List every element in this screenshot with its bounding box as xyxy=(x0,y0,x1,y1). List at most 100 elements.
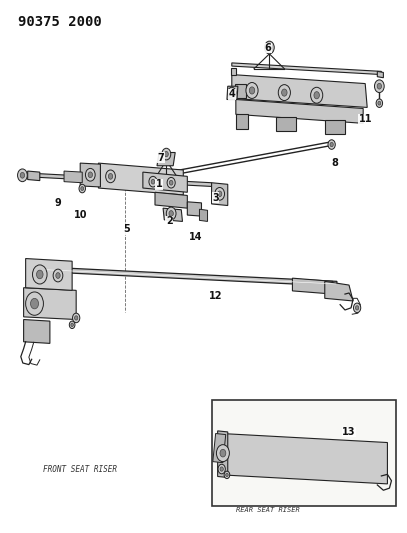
Text: 4: 4 xyxy=(228,89,235,99)
Polygon shape xyxy=(199,209,208,221)
Circle shape xyxy=(230,90,234,95)
Circle shape xyxy=(37,270,43,279)
Circle shape xyxy=(265,41,274,54)
Circle shape xyxy=(26,292,44,316)
Polygon shape xyxy=(34,266,337,286)
Polygon shape xyxy=(222,433,387,484)
Polygon shape xyxy=(292,278,333,294)
Circle shape xyxy=(33,265,47,284)
Polygon shape xyxy=(231,68,236,75)
Circle shape xyxy=(88,172,92,177)
Polygon shape xyxy=(155,192,187,208)
Circle shape xyxy=(71,323,73,327)
Polygon shape xyxy=(213,433,226,463)
Text: 3: 3 xyxy=(212,192,219,203)
Polygon shape xyxy=(163,208,182,221)
Text: 1: 1 xyxy=(155,179,162,189)
Circle shape xyxy=(282,89,287,96)
Circle shape xyxy=(151,179,155,184)
Polygon shape xyxy=(98,163,183,195)
Polygon shape xyxy=(232,63,381,75)
Circle shape xyxy=(246,83,258,99)
Circle shape xyxy=(249,87,255,94)
Circle shape xyxy=(225,473,228,477)
Text: 8: 8 xyxy=(331,158,338,168)
Text: 2: 2 xyxy=(166,216,173,227)
Bar xyxy=(212,400,396,506)
Circle shape xyxy=(355,306,359,310)
Polygon shape xyxy=(377,71,383,78)
Circle shape xyxy=(108,174,113,179)
Circle shape xyxy=(74,316,78,320)
Circle shape xyxy=(377,83,381,89)
Text: 12: 12 xyxy=(209,290,222,301)
Polygon shape xyxy=(212,183,228,206)
Text: REAR SEAT RISER: REAR SEAT RISER xyxy=(236,507,300,513)
Text: 9: 9 xyxy=(55,198,61,208)
Polygon shape xyxy=(24,319,50,343)
Circle shape xyxy=(217,191,222,197)
Circle shape xyxy=(166,207,176,220)
Polygon shape xyxy=(157,152,175,166)
Polygon shape xyxy=(143,172,187,192)
Circle shape xyxy=(314,92,319,99)
Circle shape xyxy=(69,321,75,328)
Circle shape xyxy=(56,273,60,278)
Polygon shape xyxy=(232,75,367,108)
Circle shape xyxy=(72,313,80,322)
Circle shape xyxy=(20,173,24,178)
Circle shape xyxy=(85,168,95,181)
Polygon shape xyxy=(325,281,353,301)
Polygon shape xyxy=(187,202,201,216)
Polygon shape xyxy=(26,259,72,290)
Text: 10: 10 xyxy=(73,209,87,220)
Text: FRONT SEAT RISER: FRONT SEAT RISER xyxy=(43,465,117,473)
Circle shape xyxy=(328,140,335,149)
Polygon shape xyxy=(227,86,238,100)
Circle shape xyxy=(374,80,384,93)
Circle shape xyxy=(376,99,383,108)
Polygon shape xyxy=(325,120,345,134)
Circle shape xyxy=(162,148,171,160)
Circle shape xyxy=(53,269,63,282)
Circle shape xyxy=(378,101,381,105)
Circle shape xyxy=(18,169,27,182)
Circle shape xyxy=(164,151,168,157)
Polygon shape xyxy=(24,288,76,319)
Circle shape xyxy=(267,45,271,51)
Circle shape xyxy=(220,467,223,471)
Polygon shape xyxy=(30,173,212,187)
Circle shape xyxy=(228,87,236,98)
Text: 5: 5 xyxy=(123,224,130,235)
Circle shape xyxy=(224,471,230,479)
Circle shape xyxy=(220,449,226,457)
Circle shape xyxy=(149,176,157,187)
Circle shape xyxy=(353,303,361,313)
Circle shape xyxy=(106,170,115,183)
Text: 14: 14 xyxy=(189,232,202,243)
Polygon shape xyxy=(276,117,296,131)
Polygon shape xyxy=(236,100,363,123)
Circle shape xyxy=(311,87,323,103)
Circle shape xyxy=(218,464,225,474)
Circle shape xyxy=(215,188,225,200)
Circle shape xyxy=(169,211,173,216)
Circle shape xyxy=(217,445,230,462)
Polygon shape xyxy=(234,84,246,98)
Polygon shape xyxy=(64,171,82,183)
Text: 11: 11 xyxy=(359,114,372,124)
Text: 13: 13 xyxy=(342,427,356,437)
Text: 90375 2000: 90375 2000 xyxy=(18,14,101,29)
Circle shape xyxy=(330,142,333,147)
Text: 6: 6 xyxy=(265,43,271,53)
Polygon shape xyxy=(236,114,248,128)
Circle shape xyxy=(31,298,39,309)
Circle shape xyxy=(79,184,85,193)
Circle shape xyxy=(167,177,175,188)
Text: 7: 7 xyxy=(158,153,164,163)
Circle shape xyxy=(81,187,84,190)
Polygon shape xyxy=(80,163,101,187)
Polygon shape xyxy=(218,431,228,478)
Circle shape xyxy=(278,85,291,101)
Polygon shape xyxy=(28,171,40,181)
